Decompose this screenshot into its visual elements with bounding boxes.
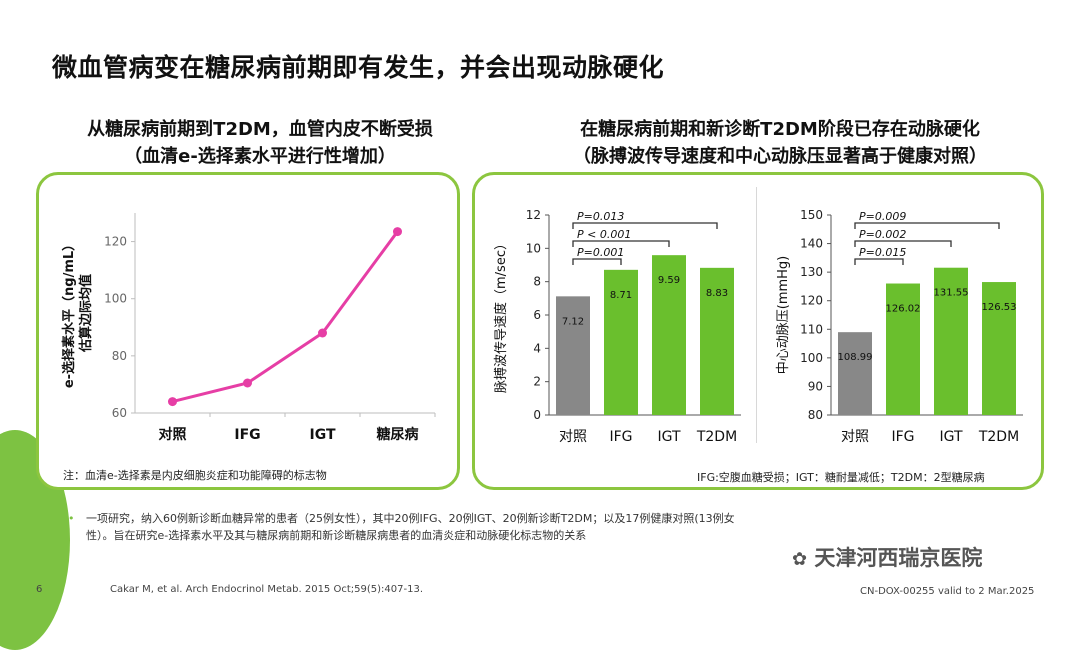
pwv-p-value-label: P < 0.001 [577, 228, 631, 241]
x-tick-label: 对照 [159, 426, 187, 443]
e-selectin-series-line [172, 230, 399, 404]
pwv-y-tick-label: 8 [533, 275, 541, 289]
pwv-bar [652, 255, 686, 415]
cap-p-value-label: P=0.002 [859, 228, 906, 241]
cap-x-tick-label: IGT [939, 429, 962, 445]
document-code: CN-DOX-00255 valid to 2 Mar.2025 [860, 586, 1035, 597]
cap-bar-value-label: 126.02 [886, 304, 921, 315]
watermark-text: 天津河西瑞京医院 [814, 546, 983, 570]
pwv-x-tick-label: T2DM [696, 429, 737, 445]
left-panel: 60 80 100 120 对照 IFG IGT 糖尿病 e-选择素水平（ng/mL） 估算边际均… [36, 172, 460, 490]
watermark: ✿ 天津河西瑞京医院 [792, 542, 982, 572]
cap-y-tick-label: 120 [800, 294, 823, 308]
pwv-x-tick-label: IGT [657, 429, 680, 445]
cap-p-value-label: P=0.015 [859, 246, 906, 259]
pwv-p-value-label: P=0.001 [577, 246, 624, 259]
bullet-dot: • [68, 512, 75, 525]
pwv-bar [556, 296, 590, 415]
central-pressure-bar-chart: 80 90 100 110 120 130 140 150 对照 IFG IGT T2DM 108.99… [776, 208, 1023, 445]
cap-x-tick-label: IFG [891, 429, 914, 445]
pwv-bar-value-label: 8.71 [610, 290, 632, 301]
left-note: 注：血清e-选择素是内皮细胞炎症和功能障碍的标志物 [63, 469, 327, 482]
cap-bar [982, 282, 1016, 415]
cap-y-tick-label: 80 [808, 408, 823, 422]
cap-significance-bracket [854, 222, 1000, 229]
citation: Cakar M, et al. Arch Endocrinol Metab. 2… [110, 584, 423, 595]
pwv-y-axis-label: 脉搏波传导速度（m/sec） [493, 237, 509, 393]
pwv-y-tick-label: 6 [533, 308, 541, 322]
cap-p-value-label: P=0.009 [859, 210, 906, 223]
cap-bar-value-label: 108.99 [838, 352, 873, 363]
pwv-y-tick-label: 10 [526, 241, 541, 255]
pwv-significance-bracket [572, 258, 622, 265]
pwv-bar-value-label: 9.59 [658, 275, 680, 286]
y-tick-label: 60 [112, 406, 127, 420]
pwv-x-tick-label: 对照 [559, 429, 587, 445]
cap-significance-bracket [854, 240, 952, 247]
data-point [318, 328, 327, 338]
cap-x-tick-label: 对照 [841, 429, 869, 445]
left-subtitle-line2: （血清e-选择素水平进行性增加） [124, 146, 396, 167]
chart-divider [756, 187, 757, 443]
right-subtitle-line1: 在糖尿病前期和新诊断T2DM阶段已存在动脉硬化 [580, 119, 980, 140]
y-tick-label: 120 [104, 235, 127, 249]
pwv-p-value-label: P=0.013 [577, 210, 624, 223]
data-point [393, 227, 402, 237]
cap-y-tick-label: 100 [800, 351, 823, 365]
x-tick-label: 糖尿病 [377, 426, 419, 443]
pwv-bar-chart: 0 2 4 6 8 10 12 对照 IFG IGT T2DM 7.12 8.71 9.59 8.83 P=0… [493, 208, 741, 445]
cap-y-axis-label: 中心动脉压(mmHg) [776, 256, 791, 375]
right-panel: 0 2 4 6 8 10 12 对照 IFG IGT T2DM 7.12 8.71 9.59 8.83 P=0… [472, 172, 1044, 490]
right-subtitle: 在糖尿病前期和新诊断T2DM阶段已存在动脉硬化 （脉搏波传导速度和中心动脉压显著… [500, 116, 1060, 170]
cap-y-tick-label: 110 [800, 322, 823, 336]
pwv-bar [700, 267, 734, 415]
e-selectin-line-chart: 60 80 100 120 对照 IFG IGT 糖尿病 e-选择素水平（ng/mL） 估算边际均… [61, 213, 436, 443]
y-tick-label: 80 [112, 349, 127, 363]
cap-y-tick-label: 150 [800, 208, 823, 222]
left-subtitle: 从糖尿病前期到T2DM，血管内皮不断受损 （血清e-选择素水平进行性增加） [30, 116, 490, 170]
cap-bar [838, 332, 872, 415]
pwv-y-tick-label: 12 [526, 208, 541, 222]
pwv-significance-bracket [572, 222, 718, 229]
pwv-significance-bracket [572, 240, 670, 247]
pwv-bar-value-label: 7.12 [562, 316, 584, 327]
cap-y-tick-label: 130 [800, 265, 823, 279]
cap-bar [934, 267, 968, 415]
cap-significance-bracket [854, 258, 904, 265]
y-axis-label-line2: 估算边际均值 [78, 274, 94, 353]
cap-bar-value-label: 131.55 [934, 288, 969, 299]
study-description: 一项研究，纳入60例新诊断血糖异常的患者（25例女性），其中20例IFG、20例… [86, 512, 735, 542]
pwv-y-tick-label: 2 [533, 375, 541, 389]
wechat-icon: ✿ [792, 549, 808, 570]
pwv-y-tick-label: 0 [533, 408, 541, 422]
page-number: 6 [36, 584, 43, 595]
data-point [168, 397, 177, 407]
pwv-x-tick-label: IFG [609, 429, 632, 445]
cap-y-tick-label: 140 [800, 237, 823, 251]
y-tick-label: 100 [104, 292, 127, 306]
pwv-bar [604, 269, 638, 415]
cap-bar [886, 283, 920, 415]
pwv-y-tick-label: 4 [533, 341, 541, 355]
y-axis-label-line1: e-选择素水平（ng/mL） [61, 238, 77, 388]
right-note: IFG:空腹血糖受损；IGT：糖耐量减低；T2DM：2型糖尿病 [697, 471, 985, 484]
left-subtitle-line1: 从糖尿病前期到T2DM，血管内皮不断受损 [87, 119, 433, 140]
data-point [243, 378, 252, 388]
cap-bar-value-label: 126.53 [982, 302, 1017, 313]
right-subtitle-line2: （脉搏波传导速度和中心动脉压显著高于健康对照） [573, 146, 987, 167]
x-tick-label: IFG [234, 427, 260, 443]
cap-y-tick-label: 90 [808, 379, 823, 393]
x-tick-label: IGT [309, 427, 335, 443]
pwv-bar-value-label: 8.83 [706, 288, 728, 299]
page-title: 微血管病变在糖尿病前期即有发生，并会出现动脉硬化 [52, 53, 665, 82]
y-axis-label: e-选择素水平（ng/mL） 估算边际均值 [61, 238, 94, 388]
cap-x-tick-label: T2DM [978, 429, 1019, 445]
